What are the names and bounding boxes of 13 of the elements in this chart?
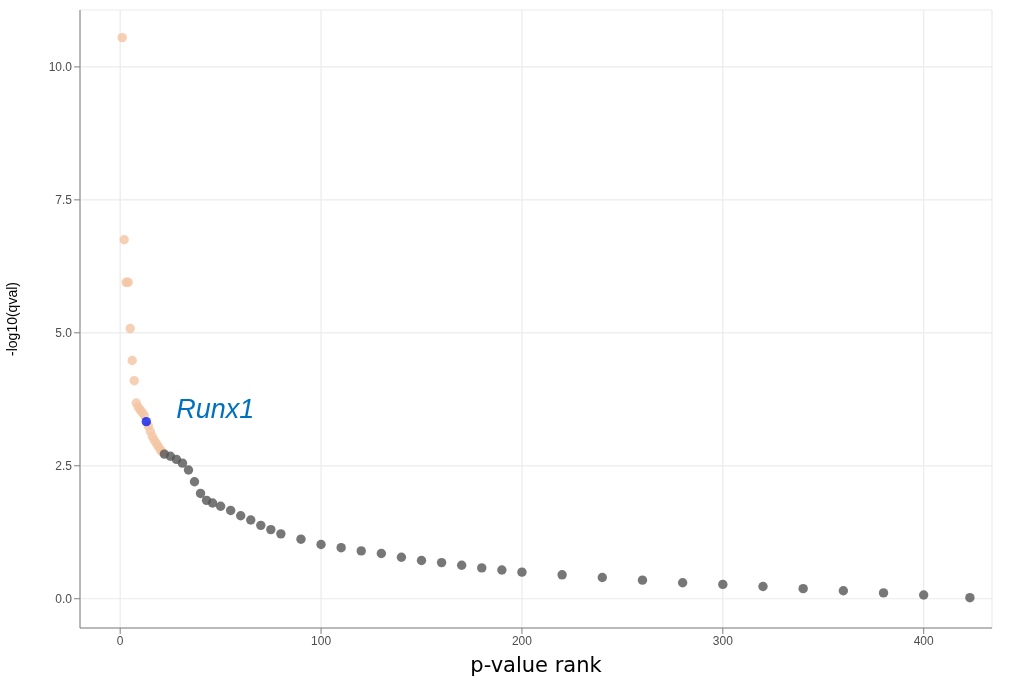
y-tick-label: 0.0 xyxy=(55,592,73,607)
x-tick-label: 0 xyxy=(116,633,124,648)
x-tick-label: 300 xyxy=(712,633,734,648)
x-tick-label: 200 xyxy=(511,633,533,648)
x-tick-label: 400 xyxy=(913,633,935,648)
y-tick-label: 7.5 xyxy=(55,193,73,208)
y-tick-label: 5.0 xyxy=(55,326,73,341)
y-tick-label: 10.0 xyxy=(48,60,73,75)
y-tick-label: 2.5 xyxy=(55,459,73,474)
x-axis-title: p-value rank xyxy=(470,653,603,677)
y-axis-title: -log10(qval) xyxy=(3,282,20,356)
annotation: Runx1 xyxy=(176,393,255,424)
x-tick-label: 100 xyxy=(311,633,332,648)
